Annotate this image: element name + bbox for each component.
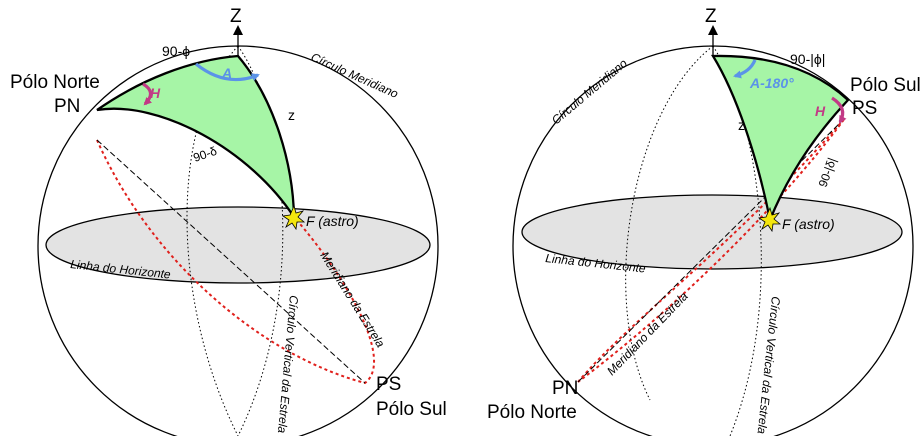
right-pole-north-name: Pólo Norte	[487, 402, 577, 423]
left-meridian-circle-label: Círculo Meridiano	[309, 50, 401, 101]
right-z-axis-label: Z	[705, 6, 717, 27]
left-pole-north-name: Pólo Norte	[10, 72, 100, 93]
left-hour-angle-label: H	[150, 85, 161, 101]
left-pole-north-abbr: PN	[54, 96, 80, 117]
right-hour-angle-label: H	[815, 103, 826, 119]
left-horizon-plane	[45, 206, 431, 284]
right-hour-angle-arrow	[831, 96, 847, 124]
left-zenith-distance-label: z	[288, 107, 295, 123]
right-star-vertical-label: Círculo Vertical da Estrela	[755, 296, 783, 435]
right-star-label: F (astro)	[782, 216, 835, 232]
right-pole-south-abbr: PS	[852, 98, 877, 119]
right-colatitude-label: 90-|ϕ|	[790, 51, 825, 67]
left-sphere-diagram: Z 90-ϕ Círculo Meridiano Pólo Norte PN H…	[10, 6, 447, 436]
left-azimuth-label: A	[221, 65, 232, 81]
left-star-label: F (astro)	[306, 213, 359, 229]
right-horizon-plane	[521, 194, 903, 270]
right-meridian-circle	[625, 45, 714, 401]
left-star-icon	[281, 204, 306, 231]
right-azimuth-label: A-180°	[749, 75, 794, 91]
left-pole-south-abbr: PS	[376, 374, 401, 395]
right-pole-north-abbr: PN	[552, 378, 578, 399]
left-star-vertical-label: Círculo Vertical da Estrela	[275, 295, 301, 434]
right-spherical-triangle	[710, 54, 850, 225]
left-star-meridian-curve	[96, 139, 376, 385]
left-hour-angle-arrow	[142, 82, 153, 106]
right-star-meridian-curve	[577, 117, 846, 383]
right-azimuth-arrow	[733, 59, 757, 79]
left-azimuth-arrow	[195, 62, 260, 82]
left-colatitude-label: 90-ϕ	[162, 43, 190, 59]
left-pole-south-name: Pólo Sul	[376, 399, 447, 420]
right-meridian-circle-label: Círculo Meridiano	[549, 56, 630, 127]
left-polar-axis	[96, 139, 366, 384]
right-sphere-diagram: Z 90-|ϕ| Círculo Meridiano A-180° Pólo S…	[487, 6, 921, 436]
right-star-icon	[757, 206, 782, 233]
left-spherical-triangle	[96, 54, 296, 221]
left-codeclination-label: 90-δ	[191, 144, 219, 165]
right-star-meridian-label: Meridiano da Estrela	[604, 289, 691, 378]
right-pole-south-name: Pólo Sul	[850, 75, 921, 96]
right-codeclination-label: 90-|δ|	[816, 156, 840, 189]
left-z-axis-label: Z	[230, 6, 242, 27]
right-zenith-distance-label: z	[738, 117, 745, 133]
